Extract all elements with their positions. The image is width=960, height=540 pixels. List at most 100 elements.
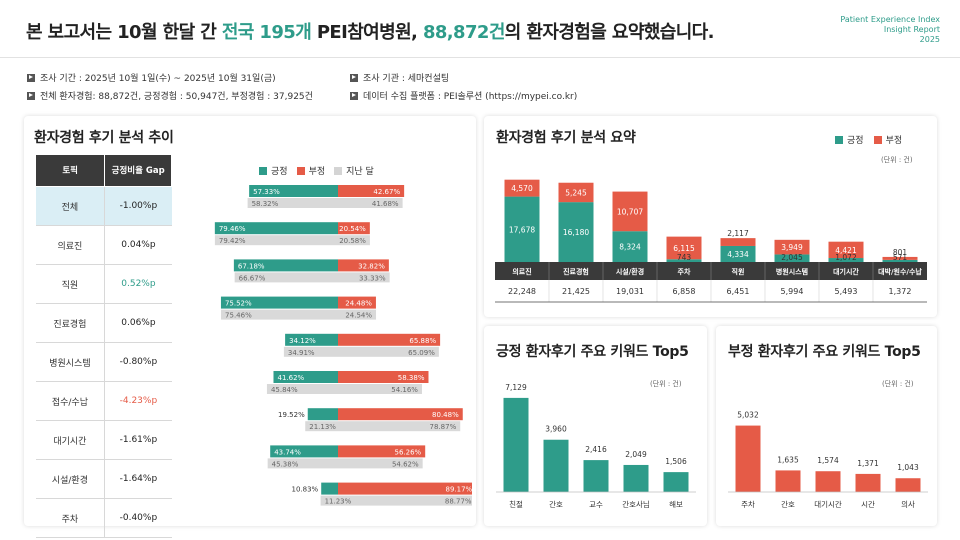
brand-line: 2025 xyxy=(919,35,940,44)
bullet-icon xyxy=(350,73,358,82)
headline-part: PEI참여병원, xyxy=(311,22,423,43)
headline-part: 의 환자경험을 요약했습니다. xyxy=(504,22,715,43)
table-row[interactable]: 직원 0.52%p xyxy=(35,264,172,304)
bar-previous xyxy=(214,235,370,246)
info-platform: 데이터 수집 플랫폼 : PEI솔루션 (https://mypei.co.kr… xyxy=(350,89,577,102)
keyword-value-label: 7,129 xyxy=(505,383,527,392)
keywords-negative-chart: 5,032 주차 1,635 간호 1,574 대기시간 1,371 시간 1,043 의사 xyxy=(728,411,928,509)
keyword-category-label: 친절 xyxy=(509,499,523,509)
column-positive xyxy=(720,245,756,262)
keyword-category-label: 시간 xyxy=(861,499,875,509)
table-row[interactable]: 병원시스템 -0.80%p xyxy=(35,342,172,382)
column-negative-label: 4,421 xyxy=(835,246,857,255)
summary-category-label: 대기시간 xyxy=(833,267,859,276)
keywords-positive-panel: 긍정 환자후기 주요 키워드 Top5 (단위 : 건) 7,129 친절 3,96… xyxy=(484,326,707,526)
summary-total-value: 6,451 xyxy=(727,287,750,296)
bar-previous-negative-label: 41.68% xyxy=(372,200,399,208)
summary-category-label: 주차 xyxy=(678,267,691,276)
column-positive-label: 4,334 xyxy=(727,250,749,259)
summary-total-value: 21,425 xyxy=(562,287,590,296)
column-positive-label: 16,180 xyxy=(563,228,589,237)
bar-negative xyxy=(338,333,441,346)
table-row[interactable]: 진료경험 0.06%p xyxy=(35,303,172,343)
bar-negative xyxy=(338,259,389,272)
bar-negative-label: 89.17% xyxy=(446,486,472,494)
summary-category-label: 의료진 xyxy=(512,267,531,276)
legend-previous-swatch xyxy=(334,166,343,175)
brand-block: Patient Experience Index Insight Report … xyxy=(840,15,940,45)
report-headline: 본 보고서는 10월 한달 간 전국 195개 PEI참여병원, 88,872건… xyxy=(26,18,714,44)
column-positive xyxy=(828,258,864,262)
bar-positive-label: 43.74% xyxy=(274,448,301,456)
topic-cell: 접수/수납 xyxy=(35,381,106,421)
bar-positive xyxy=(285,333,338,346)
keyword-category-label: 해보 xyxy=(669,499,683,509)
keywords-negative-title: 부정 환자후기 주요 키워드 Top5 xyxy=(728,344,921,360)
bar-positive-label: 79.46% xyxy=(219,225,246,233)
gap-table: 토픽 긍정비율 Gap 전체 -1.00%p 의료진 0.04%p 직원 0.52%p 진료… xyxy=(34,154,172,538)
topic-cell: 의료진 xyxy=(35,225,106,265)
column-negative xyxy=(666,236,702,260)
bar-negative xyxy=(338,222,370,235)
table-row[interactable]: 전체 -1.00%p xyxy=(35,186,172,226)
headline-highlight-count: 88,872건 xyxy=(422,22,505,43)
bar-negative xyxy=(338,371,429,383)
brand-line: Patient Experience Index xyxy=(840,15,940,24)
keyword-value-label: 3,960 xyxy=(545,425,567,434)
keyword-category-label: 교수 xyxy=(589,500,603,509)
summary-category-label: 직원 xyxy=(732,267,745,276)
bar-previous-negative-label: 65.09% xyxy=(408,349,435,357)
bar-positive xyxy=(307,408,338,421)
table-row[interactable]: 시설/환경 -1.64%p xyxy=(35,459,172,499)
legend-positive-label: 긍정 xyxy=(271,167,288,177)
bar-negative xyxy=(338,445,426,458)
keyword-category-label: 주차 xyxy=(741,500,755,509)
legend-positive-label: 긍정 xyxy=(847,136,864,146)
bar-positive-label: 67.18% xyxy=(238,262,265,270)
keyword-category-label: 대기시간 xyxy=(814,499,842,509)
keyword-value-label: 1,635 xyxy=(777,455,799,464)
column-positive xyxy=(666,259,702,262)
table-row[interactable]: 주차 -0.40%p xyxy=(35,498,172,538)
bar-previous-positive-label: 66.67% xyxy=(239,274,266,282)
bar-negative xyxy=(338,185,405,197)
keyword-value-label: 2,049 xyxy=(625,450,647,459)
bar-previous xyxy=(221,309,377,320)
bar-positive xyxy=(214,222,338,235)
column-positive-label: 1,072 xyxy=(835,253,857,262)
bar-previous-positive-label: 45.84% xyxy=(271,386,298,394)
trend-title: 환자경험 후기 분석 추이 xyxy=(34,130,174,146)
column-positive-label: 2,045 xyxy=(781,253,803,262)
column-positive xyxy=(558,202,594,262)
gap-cell: -0.80%p xyxy=(104,342,172,382)
keyword-bar xyxy=(503,397,529,492)
col-gap-header: 긍정비율 Gap xyxy=(104,154,172,187)
bar-previous-positive-label: 21.13% xyxy=(309,423,336,431)
info-period-text: 조사 기간 : 2025년 10월 1일(수) ~ 2025년 10월 31일(… xyxy=(40,74,276,84)
summary-total-value: 5,994 xyxy=(781,287,804,296)
bar-positive-label: 57.33% xyxy=(253,188,280,196)
table-row[interactable]: 대기시간 -1.61%p xyxy=(35,420,172,460)
column-positive xyxy=(774,254,810,262)
legend-positive-swatch xyxy=(835,135,843,144)
keyword-value-label: 1,371 xyxy=(857,459,879,468)
table-row[interactable]: 의료진 0.04%p xyxy=(35,225,172,265)
keyword-bar xyxy=(815,471,841,492)
column-positive-label: 743 xyxy=(677,253,692,262)
bullet-icon xyxy=(350,91,358,100)
summary-unit: (단위 : 건) xyxy=(881,156,913,164)
bar-positive-label: 75.52% xyxy=(225,300,252,308)
bar-negative-label: 56.26% xyxy=(394,448,421,456)
info-org-text: 조사 기관 : 세마컨설팅 xyxy=(363,74,450,84)
keyword-category-label: 간호 xyxy=(781,499,795,509)
table-row[interactable]: 접수/수납 -4.23%p xyxy=(35,381,172,421)
bar-previous-positive-label: 11.23% xyxy=(325,498,352,506)
info-period: 조사 기간 : 2025년 10월 1일(수) ~ 2025년 10월 31일(… xyxy=(27,71,276,84)
bar-positive xyxy=(220,296,338,309)
keyword-category-label: 의사 xyxy=(901,499,915,509)
bar-negative xyxy=(338,408,463,421)
gap-cell: -4.23%p xyxy=(104,381,172,421)
column-negative-label: 6,115 xyxy=(673,244,695,253)
bar-negative-label: 58.38% xyxy=(398,374,425,382)
summary-legend: 긍정 부정 xyxy=(835,133,902,146)
